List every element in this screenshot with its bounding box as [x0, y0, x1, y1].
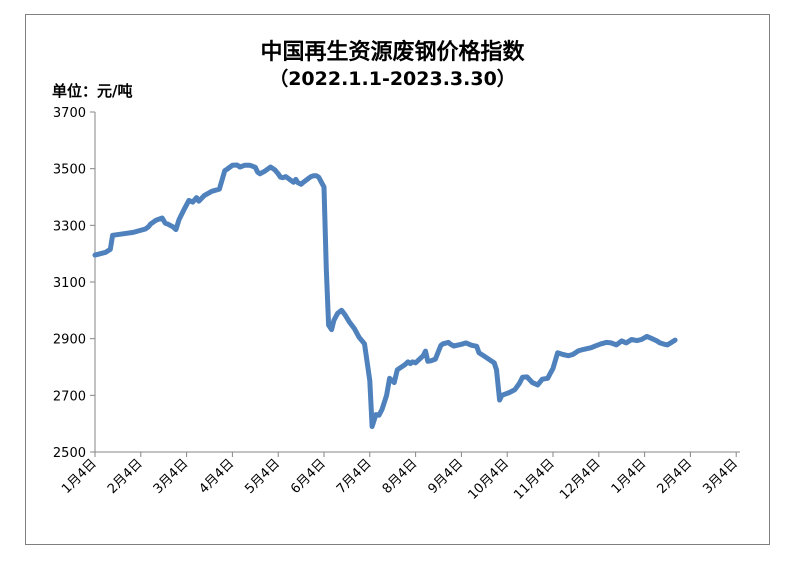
x-tick-label: 6月4日 — [288, 456, 329, 497]
x-tick-label: 4月4日 — [197, 456, 238, 497]
chart-subtitle: （2022.1.1-2023.3.30） — [269, 68, 516, 90]
x-tick-label: 2月4日 — [655, 456, 696, 497]
x-tick-labels: 1月4日 2月4日 3月4日 4月4日 5月4日 6月4日 7月4日 8月4日 9月4日 10月4… — [59, 452, 741, 503]
x-tick-label: 10月4日 — [465, 456, 512, 503]
x-tick-label: 1月4日 — [609, 456, 650, 497]
y-tick-label: 2700 — [53, 389, 86, 404]
x-tick-label: 3月4日 — [151, 456, 192, 497]
chart-axes — [94, 112, 740, 453]
series-lines — [92, 162, 678, 429]
chart-title: 中国再生资源废钢价格指数 — [260, 40, 525, 65]
x-tick-label: 5月4日 — [242, 456, 283, 497]
y-tick-labels: 2500 2700 2900 3100 3300 3500 3700 — [53, 106, 95, 461]
x-tick-label: 3月4日 — [700, 456, 741, 497]
chart-frame — [25, 14, 770, 545]
series-line — [92, 162, 678, 429]
x-tick-label: 11月4日 — [511, 456, 558, 503]
x-tick-label: 1月4日 — [59, 456, 100, 497]
y-tick-label: 2500 — [53, 446, 86, 461]
y-tick-label: 3300 — [53, 219, 86, 234]
x-tick-label: 9月4日 — [426, 456, 467, 497]
unit-label: 单位：元/吨 — [52, 82, 133, 100]
y-tick-label: 2900 — [53, 333, 86, 348]
y-tick-label: 3500 — [53, 163, 86, 178]
x-tick-label: 8月4日 — [380, 456, 421, 497]
y-tick-label: 3100 — [53, 276, 86, 291]
y-tick-label: 3700 — [53, 106, 86, 121]
x-tick-label: 7月4日 — [334, 456, 375, 497]
x-tick-label: 12月4日 — [557, 456, 604, 503]
x-tick-label: 2月4日 — [105, 456, 146, 497]
